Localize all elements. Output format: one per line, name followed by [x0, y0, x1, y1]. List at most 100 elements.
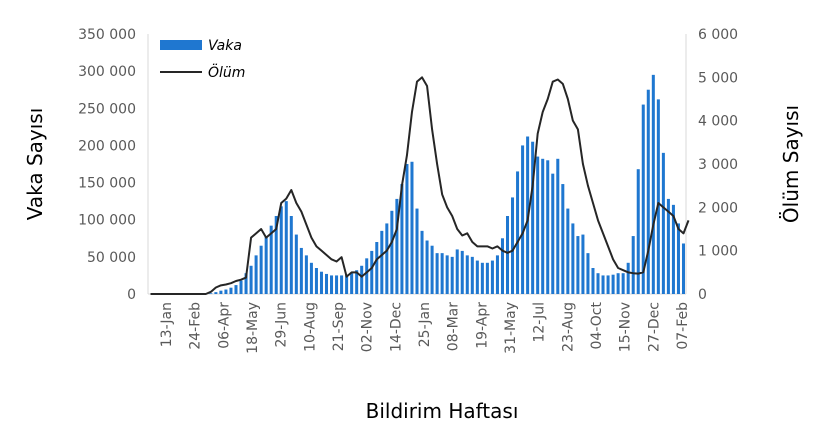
y2-tick-label: 4 000 [698, 114, 738, 130]
bar [445, 255, 449, 294]
x-tick-label: 07-Feb [675, 302, 691, 350]
bar [616, 273, 620, 294]
bar [289, 216, 293, 294]
x-tick-label: 12-Jul [532, 302, 548, 343]
bar [279, 206, 283, 294]
bar-series-vaka [209, 74, 685, 295]
bar [596, 273, 600, 294]
bar [405, 164, 409, 294]
bar [259, 245, 263, 294]
bar [385, 223, 389, 294]
bar [234, 285, 238, 294]
bar [551, 173, 555, 294]
bar [319, 271, 323, 294]
bar [546, 160, 550, 294]
bar [335, 275, 339, 294]
bar [440, 253, 444, 294]
y-tick-label: 150 000 [78, 176, 136, 192]
bar [506, 216, 510, 294]
x-tick-label: 18-May [245, 302, 261, 354]
bar [681, 243, 685, 294]
bar [395, 198, 399, 294]
bar [646, 89, 650, 295]
x-tick-label: 19-Apr [474, 302, 490, 349]
bar [500, 238, 504, 294]
bar [561, 184, 565, 294]
y-tick-label: 250 000 [78, 101, 136, 117]
bar [304, 255, 308, 294]
bar [460, 250, 464, 294]
bar [400, 184, 404, 294]
x-tick-label: 23-Aug [560, 302, 576, 352]
y-tick-label: 200 000 [78, 138, 136, 154]
legend-label-vaka: Vaka [208, 38, 242, 54]
bar [495, 255, 499, 294]
bar [254, 255, 258, 294]
bar [656, 99, 660, 295]
y2-tick-label: 0 [698, 287, 707, 303]
bar [475, 260, 479, 294]
x-tick-label: 06-Apr [216, 302, 232, 349]
x-tick-label: 24-Feb [188, 302, 204, 350]
x-tick-label: 31-May [503, 302, 519, 354]
bar [350, 273, 354, 294]
bar [566, 208, 570, 294]
bar [511, 197, 515, 294]
y2-tick-label: 5 000 [698, 70, 738, 86]
bar [425, 240, 429, 294]
y-tick-label: 100 000 [78, 213, 136, 229]
bar [345, 274, 349, 294]
legend-swatch-vaka [160, 40, 202, 50]
bar [355, 270, 359, 294]
x-tick-labels: 13-Jan 24-Feb 06-Apr 18-May 29-Jun 10-Aug 21-S… [159, 301, 691, 353]
left-tick-labels: 0 50 000 100 000 150 000 200 000 250 000 300 0… [78, 27, 136, 303]
bar [269, 225, 273, 294]
bar [586, 253, 590, 294]
bar [631, 236, 635, 294]
x-tick-label: 02-Nov [360, 302, 376, 352]
bar [249, 265, 253, 294]
bar [314, 268, 318, 294]
x-tick-label: 27-Dec [646, 302, 662, 352]
bar [531, 141, 535, 294]
x-tick-label: 04-Oct [589, 301, 605, 349]
y-tick-label: 300 000 [78, 64, 136, 80]
bar [430, 245, 434, 294]
bar [516, 171, 520, 294]
right-tick-labels: 0 1 000 2 000 3 000 4 000 5 000 6 000 [698, 27, 738, 303]
bar [601, 275, 605, 294]
bar [309, 262, 313, 294]
bar [264, 236, 268, 294]
bar [375, 242, 379, 294]
bar [229, 287, 233, 294]
bar [330, 275, 334, 294]
x-tick-label: 21-Sep [331, 302, 347, 351]
bar [219, 290, 223, 294]
bar [536, 156, 540, 294]
bar [541, 158, 545, 294]
bar [214, 292, 218, 294]
bar [626, 262, 630, 294]
x-tick-label: 13-Jan [159, 302, 175, 347]
x-axis-title: Bildirim Haftası [366, 399, 519, 423]
bar [415, 208, 419, 294]
bar [606, 275, 610, 294]
bar [455, 249, 459, 294]
bar [209, 293, 213, 294]
y2-tick-label: 1 000 [698, 244, 738, 260]
x-tick-label: 15-Nov [618, 302, 634, 352]
bar [324, 273, 329, 294]
bar [621, 273, 625, 294]
bar [299, 247, 303, 294]
bar [365, 258, 369, 294]
bar [485, 262, 489, 294]
bar [671, 204, 675, 294]
legend: Vaka Ölüm [160, 38, 245, 81]
bar [244, 273, 248, 294]
y2-axis-title: Ölüm Sayısı [779, 105, 803, 223]
bar [676, 223, 680, 294]
y2-tick-label: 6 000 [698, 27, 738, 43]
bar [521, 145, 525, 294]
bar [370, 250, 374, 294]
bar [641, 104, 645, 294]
